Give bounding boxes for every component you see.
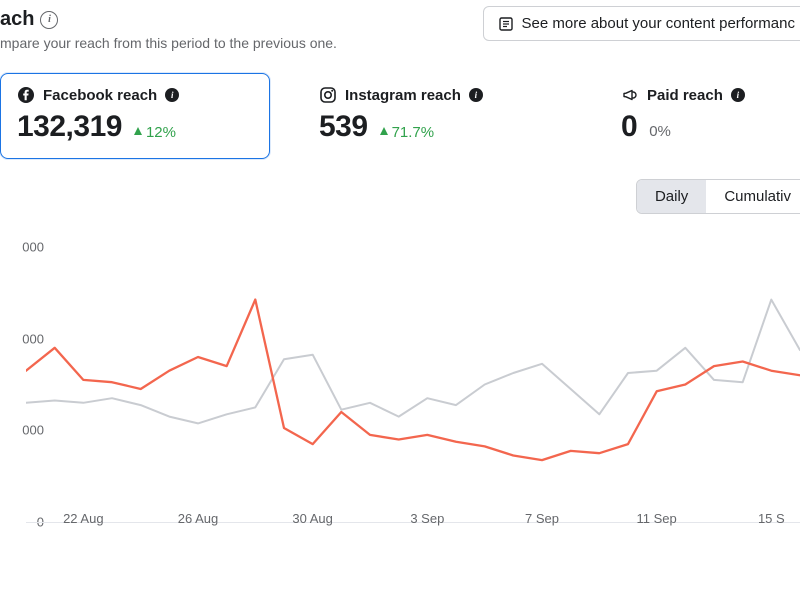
paid-reach-card[interactable]: Paid reach i 0 0% (604, 73, 800, 159)
title-text: ach (0, 8, 34, 31)
instagram-reach-value: 539 (319, 110, 368, 144)
info-icon[interactable]: i (40, 11, 58, 29)
facebook-reach-value: 132,319 (17, 110, 122, 144)
info-icon[interactable]: i (469, 88, 483, 102)
arrow-up-icon (380, 127, 388, 135)
megaphone-icon (621, 86, 639, 104)
facebook-reach-card[interactable]: Facebook reach i 132,319 12% (0, 73, 270, 159)
page-title: ach i (0, 8, 337, 31)
granularity-toggle: Daily Cumulativ (636, 179, 800, 214)
instagram-reach-delta: 71.7% (380, 124, 435, 141)
toggle-cumulative[interactable]: Cumulativ (706, 180, 800, 213)
series-line-current (26, 300, 800, 461)
book-icon (498, 16, 514, 32)
info-icon[interactable]: i (165, 88, 179, 102)
chart-svg (26, 224, 800, 522)
info-icon[interactable]: i (731, 88, 745, 102)
see-more-label: See more about your content performanc (522, 15, 796, 32)
paid-reach-delta: 0% (649, 123, 671, 140)
instagram-reach-card[interactable]: Instagram reach i 539 71.7% (302, 73, 572, 159)
reach-chart: 000000000022 Aug26 Aug30 Aug3 Sep7 Sep11… (0, 224, 800, 544)
facebook-card-label: Facebook reach (43, 87, 157, 104)
facebook-icon (17, 86, 35, 104)
page-subtitle: mpare your reach from this period to the… (0, 35, 337, 51)
arrow-up-icon (134, 127, 142, 135)
instagram-card-label: Instagram reach (345, 87, 461, 104)
paid-card-label: Paid reach (647, 87, 723, 104)
see-more-button[interactable]: See more about your content performanc (483, 6, 800, 41)
paid-reach-value: 0 (621, 110, 637, 144)
facebook-reach-delta: 12% (134, 124, 176, 141)
toggle-daily[interactable]: Daily (637, 180, 706, 213)
series-line-previous (26, 300, 800, 424)
instagram-icon (319, 86, 337, 104)
